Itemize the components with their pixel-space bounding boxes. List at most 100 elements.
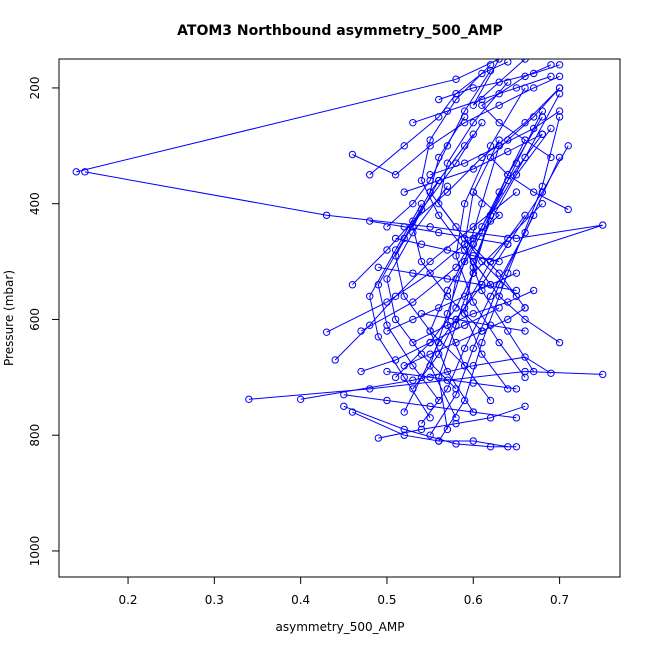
data-point xyxy=(460,362,469,370)
series-line xyxy=(76,59,526,173)
series-line xyxy=(464,139,535,372)
data-point xyxy=(486,61,495,69)
data-point xyxy=(512,84,521,92)
data-point xyxy=(400,188,408,196)
data-point xyxy=(460,159,469,167)
data-point xyxy=(348,281,357,289)
data-point xyxy=(383,327,391,335)
data-point xyxy=(478,101,486,110)
data-point xyxy=(452,390,460,399)
series-line xyxy=(395,122,483,367)
x-tick-label: 0.4 xyxy=(291,593,310,607)
data-point xyxy=(296,395,305,404)
series-group xyxy=(72,59,607,451)
data-point xyxy=(564,142,572,150)
data-point xyxy=(357,327,365,335)
data-point xyxy=(504,298,512,306)
data-point xyxy=(521,118,529,127)
data-point xyxy=(460,344,469,353)
data-point xyxy=(469,362,477,370)
y-axis: 200 400 600 800 1000 xyxy=(28,76,60,567)
data-point xyxy=(435,176,443,185)
data-point xyxy=(486,142,495,150)
data-point xyxy=(452,419,460,428)
series-line xyxy=(403,215,526,413)
data-point xyxy=(417,425,426,434)
data-point xyxy=(409,338,417,347)
data-point xyxy=(400,142,408,150)
data-point xyxy=(391,356,400,364)
data-point xyxy=(400,362,408,370)
data-point xyxy=(435,211,443,219)
data-point xyxy=(469,309,477,318)
chart-title: ATOM3 Northbound asymmetry_500_AMP xyxy=(177,23,503,39)
series-line xyxy=(300,356,552,400)
data-point xyxy=(521,59,529,63)
data-point xyxy=(504,269,512,277)
data-point xyxy=(366,292,374,300)
series-line xyxy=(343,394,517,419)
series-line xyxy=(421,313,526,332)
data-point xyxy=(417,176,426,185)
data-point xyxy=(426,223,434,231)
data-point xyxy=(391,246,400,254)
data-point xyxy=(374,333,383,341)
data-point xyxy=(452,315,460,324)
data-point xyxy=(529,84,538,92)
data-point xyxy=(512,286,521,295)
series-line xyxy=(438,64,560,100)
data-point xyxy=(469,437,477,445)
data-point xyxy=(495,90,503,98)
data-point xyxy=(366,217,374,225)
data-point xyxy=(555,338,564,347)
series-line xyxy=(369,61,509,176)
data-point xyxy=(460,107,469,115)
data-point xyxy=(443,188,452,196)
data-point xyxy=(383,246,391,254)
data-point xyxy=(322,328,331,336)
data-point xyxy=(426,373,434,382)
data-point xyxy=(529,69,538,78)
data-point xyxy=(538,199,547,208)
data-point xyxy=(435,199,443,208)
y-tick-label: 1000 xyxy=(28,536,42,567)
data-point xyxy=(391,171,400,179)
data-point xyxy=(452,90,460,98)
series-line xyxy=(326,191,500,333)
data-point xyxy=(555,61,564,69)
data-point xyxy=(443,159,452,167)
series-line xyxy=(455,87,526,378)
data-point xyxy=(435,228,443,237)
data-point xyxy=(495,59,503,63)
series-line xyxy=(412,75,552,124)
data-point xyxy=(443,309,452,318)
data-point xyxy=(245,395,253,404)
series-line xyxy=(429,110,560,176)
data-point xyxy=(512,385,521,393)
data-point xyxy=(409,315,417,324)
data-point xyxy=(460,246,469,254)
data-point xyxy=(417,419,426,428)
data-point xyxy=(555,107,564,115)
data-point xyxy=(331,356,339,364)
data-point xyxy=(391,315,400,324)
data-point xyxy=(486,66,495,75)
data-point xyxy=(460,199,469,208)
data-point xyxy=(504,443,512,451)
data-point xyxy=(529,188,538,196)
data-point xyxy=(409,269,417,277)
data-point xyxy=(512,188,521,196)
data-point xyxy=(417,257,426,266)
data-point xyxy=(521,327,529,335)
series-line xyxy=(472,128,560,344)
data-point xyxy=(340,390,348,399)
data-point xyxy=(417,309,426,318)
data-point xyxy=(383,275,391,283)
data-point xyxy=(469,379,477,387)
data-point xyxy=(460,234,469,243)
series-line xyxy=(369,220,508,245)
series-line xyxy=(395,237,500,263)
data-point xyxy=(529,367,538,376)
data-point xyxy=(469,257,477,266)
data-point xyxy=(521,402,529,410)
